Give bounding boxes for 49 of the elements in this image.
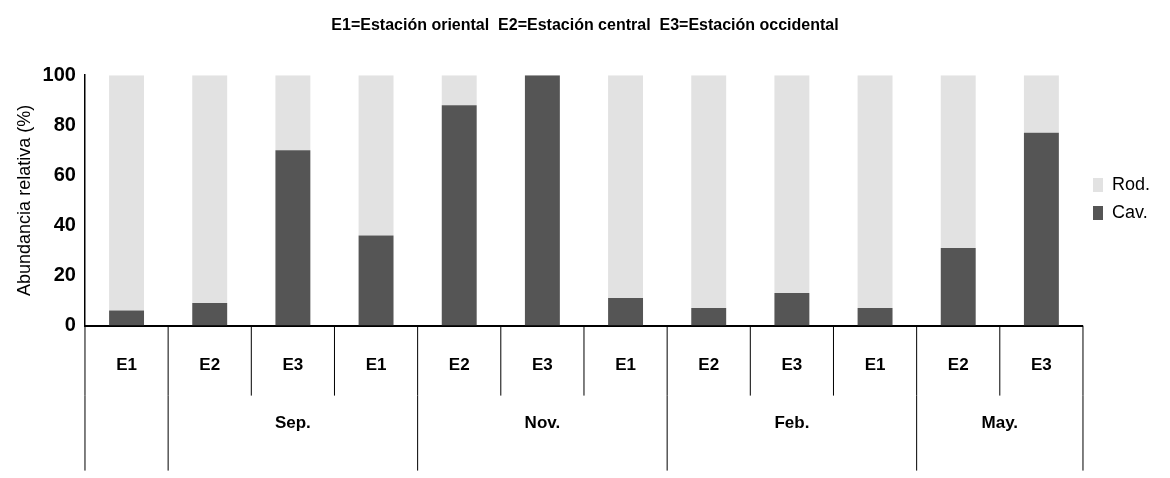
text: May. [981, 413, 1019, 433]
bar [608, 75, 644, 299]
x-tick-label: E1 [864, 355, 886, 375]
y-axis-title: Abundancia relativa (%) [13, 104, 34, 296]
bar [940, 247, 976, 326]
bar [192, 303, 228, 326]
text: Feb. [774, 413, 810, 433]
x-tick-label: E2 [199, 355, 221, 375]
bar [358, 75, 394, 236]
y-tick-label: 100 [42, 62, 76, 85]
y-tick-label: 20 [53, 263, 76, 286]
bar [441, 75, 477, 106]
bar [608, 298, 644, 326]
bar [774, 75, 810, 294]
bar [940, 75, 976, 248]
bar [109, 310, 145, 326]
x-tick-label: E3 [531, 355, 553, 375]
bar [691, 308, 727, 326]
x-tick-label: E1 [365, 355, 387, 375]
x-tick-label: E2 [448, 355, 470, 375]
chart-title: E1=Estación oriental E2=Estación central E3=Estación occidental [331, 16, 839, 34]
bar [275, 75, 311, 151]
bar [275, 150, 311, 326]
x-tick-label: E1 [116, 355, 137, 375]
bar [691, 75, 727, 309]
legend-label: Cav. [1111, 201, 1148, 222]
bar [441, 105, 477, 326]
x-tick-label: E1 [615, 355, 636, 375]
text: Sep. [274, 413, 311, 433]
bar [192, 75, 228, 304]
x-tick-label: E3 [1031, 355, 1052, 375]
x-tick-label: E2 [698, 355, 720, 375]
bar [1023, 75, 1059, 133]
y-tick-label: 60 [53, 162, 76, 185]
legend-label: Rod. [1111, 173, 1151, 194]
text: Nov. [524, 413, 561, 433]
x-tick-label: E2 [947, 355, 969, 375]
bar [1023, 132, 1059, 326]
x-tick-label: E3 [282, 355, 304, 375]
bar [358, 235, 394, 326]
bar [109, 75, 145, 311]
y-tick-label: 40 [53, 212, 76, 235]
bar [774, 293, 810, 326]
bar [857, 308, 893, 326]
y-tick-label: 0 [64, 313, 76, 336]
x-tick-label: E3 [781, 355, 803, 375]
bar [857, 75, 893, 309]
y-tick-label: 80 [53, 112, 76, 135]
bar [524, 75, 560, 326]
